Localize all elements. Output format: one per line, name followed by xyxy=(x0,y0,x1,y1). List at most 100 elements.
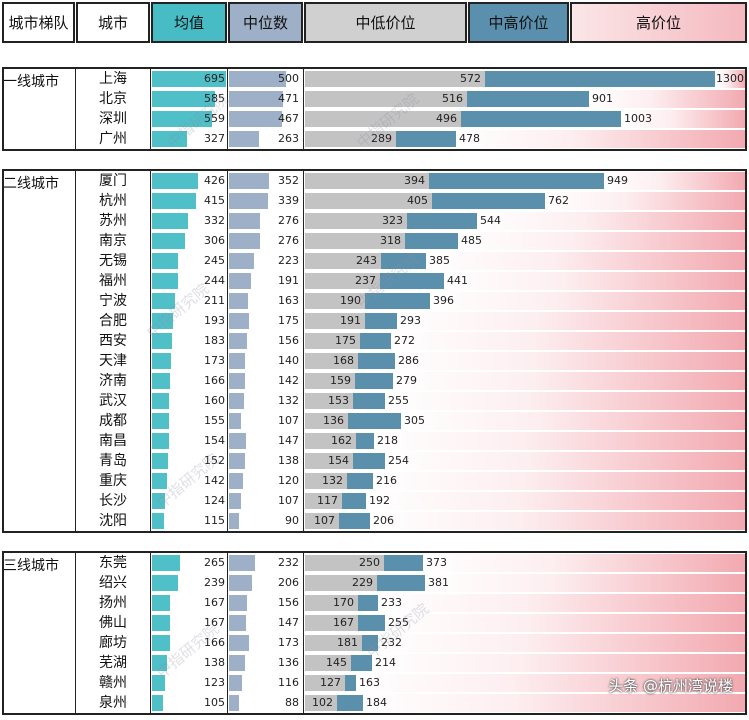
high-mid-value-label: 184 xyxy=(366,696,387,709)
high-price-band xyxy=(425,574,745,592)
low-mid-bar xyxy=(305,373,355,389)
avg-value-label: 559 xyxy=(204,112,225,125)
low-mid-value-label: 318 xyxy=(380,234,401,247)
city-label: 深圳 xyxy=(99,111,127,127)
table-row: 泉州 105 88 102 184 xyxy=(0,693,749,713)
avg-bar xyxy=(152,91,215,107)
low-mid-bar xyxy=(305,193,432,209)
avg-bar xyxy=(152,393,169,409)
high-price-band xyxy=(604,172,745,190)
low-mid-value-label: 289 xyxy=(371,132,392,145)
table-row: 济南 166 142 159 279 xyxy=(0,371,749,391)
column-divider xyxy=(303,67,304,151)
high-price-band xyxy=(430,292,745,310)
high-price-band xyxy=(366,492,745,510)
low-mid-value-label: 102 xyxy=(312,696,333,709)
high-price-band xyxy=(589,90,745,108)
median-value-label: 467 xyxy=(278,112,299,125)
avg-bar xyxy=(152,253,178,269)
low-mid-value-label: 496 xyxy=(436,112,457,125)
median-bar xyxy=(229,555,255,571)
low-mid-value-label: 572 xyxy=(460,72,481,85)
city-label: 佛山 xyxy=(99,615,127,631)
tier-group xyxy=(2,169,747,533)
median-bar xyxy=(229,655,245,671)
avg-value-label: 124 xyxy=(204,494,225,507)
table-row: 扬州 167 156 170 233 xyxy=(0,593,749,613)
low-mid-value-label: 167 xyxy=(333,616,354,629)
low-mid-value-label: 250 xyxy=(359,556,380,569)
avg-value-label: 166 xyxy=(204,374,225,387)
city-label: 东莞 xyxy=(99,555,127,571)
city-label: 杭州 xyxy=(99,193,127,209)
avg-bar xyxy=(152,313,173,329)
high-mid-value-label: 214 xyxy=(375,656,396,669)
high-mid-bar xyxy=(365,293,430,309)
median-bar xyxy=(229,353,245,369)
high-price-band xyxy=(401,412,745,430)
low-mid-value-label: 190 xyxy=(340,294,361,307)
table-row: 长沙 124 107 117 192 xyxy=(0,491,749,511)
city-label: 长沙 xyxy=(99,493,127,509)
median-value-label: 276 xyxy=(278,234,299,247)
avg-bar xyxy=(152,353,171,369)
table-row: 廊坊 166 173 181 232 xyxy=(0,633,749,653)
median-value-label: 147 xyxy=(278,616,299,629)
median-bar xyxy=(229,333,247,349)
low-mid-bar xyxy=(305,91,467,107)
low-mid-bar xyxy=(305,71,485,87)
table-row: 重庆 142 120 132 216 xyxy=(0,471,749,491)
avg-bar xyxy=(152,333,172,349)
low-mid-bar xyxy=(305,333,360,349)
high-mid-bar xyxy=(353,453,385,469)
table-row: 佛山 167 147 167 255 xyxy=(0,613,749,633)
high-mid-bar xyxy=(342,493,366,509)
avg-bar xyxy=(152,433,169,449)
high-mid-bar xyxy=(467,91,589,107)
low-mid-value-label: 162 xyxy=(331,434,352,447)
high-mid-value-label: 216 xyxy=(376,474,397,487)
low-mid-bar xyxy=(305,293,365,309)
tier-label: 三线城市 xyxy=(3,558,59,574)
median-bar xyxy=(229,313,249,329)
high-mid-bar xyxy=(358,353,395,369)
low-mid-value-label: 153 xyxy=(328,394,349,407)
median-value-label: 500 xyxy=(278,72,299,85)
low-mid-bar xyxy=(305,453,353,469)
table-row: 南京 306 276 318 485 xyxy=(0,231,749,251)
high-mid-bar xyxy=(353,393,385,409)
median-bar xyxy=(229,393,244,409)
avg-bar xyxy=(152,173,198,189)
median-bar xyxy=(229,453,245,469)
median-bar xyxy=(229,373,245,389)
median-bar xyxy=(229,131,259,147)
avg-value-label: 245 xyxy=(204,254,225,267)
median-value-label: 263 xyxy=(278,132,299,145)
high-mid-value-label: 286 xyxy=(398,354,419,367)
high-mid-value-label: 381 xyxy=(428,576,449,589)
median-bar xyxy=(229,493,241,509)
avg-value-label: 585 xyxy=(204,92,225,105)
high-mid-bar xyxy=(339,513,370,529)
avg-bar xyxy=(152,513,164,529)
column-divider xyxy=(75,67,76,151)
high-mid-value-label: 373 xyxy=(426,556,447,569)
median-value-label: 120 xyxy=(278,474,299,487)
high-price-band xyxy=(378,594,745,612)
avg-value-label: 327 xyxy=(204,132,225,145)
avg-bar xyxy=(152,373,170,389)
avg-value-label: 115 xyxy=(204,514,225,527)
avg-value-label: 160 xyxy=(204,394,225,407)
low-mid-bar xyxy=(305,555,384,571)
header-avg: 均值 xyxy=(151,2,227,43)
city-label: 青岛 xyxy=(99,453,127,469)
median-bar xyxy=(229,233,260,249)
high-mid-value-label: 396 xyxy=(433,294,454,307)
median-value-label: 206 xyxy=(278,576,299,589)
avg-bar xyxy=(152,575,178,591)
high-mid-value-label: 255 xyxy=(388,616,409,629)
avg-bar xyxy=(152,595,170,611)
low-mid-bar xyxy=(305,233,405,249)
city-label: 沈阳 xyxy=(99,513,127,529)
high-mid-value-label: 441 xyxy=(447,274,468,287)
